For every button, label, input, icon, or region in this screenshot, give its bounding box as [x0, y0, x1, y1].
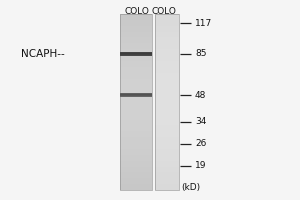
- Bar: [154, 172, 178, 178]
- Bar: [120, 131, 152, 137]
- Bar: [120, 143, 152, 149]
- Bar: [120, 102, 152, 108]
- Bar: [120, 55, 152, 61]
- Text: 117: 117: [195, 19, 212, 27]
- Bar: [154, 37, 178, 43]
- Text: 19: 19: [195, 162, 206, 170]
- Bar: [120, 84, 152, 90]
- Bar: [154, 49, 178, 55]
- Bar: [154, 67, 178, 73]
- Bar: [154, 61, 178, 67]
- Bar: [154, 14, 178, 190]
- Bar: [120, 49, 152, 55]
- Text: 34: 34: [195, 117, 206, 127]
- Bar: [154, 32, 178, 37]
- Bar: [120, 96, 152, 97]
- Bar: [120, 172, 152, 178]
- Bar: [120, 96, 152, 102]
- Bar: [154, 84, 178, 90]
- Bar: [120, 161, 152, 167]
- Bar: [120, 52, 152, 53]
- Bar: [120, 167, 152, 172]
- Bar: [154, 125, 178, 131]
- Bar: [120, 14, 152, 190]
- Bar: [154, 120, 178, 125]
- Bar: [120, 73, 152, 79]
- Bar: [120, 14, 152, 20]
- Bar: [154, 26, 178, 32]
- Bar: [154, 79, 178, 84]
- Bar: [154, 131, 178, 137]
- Text: 48: 48: [195, 90, 206, 99]
- Bar: [120, 95, 152, 96]
- Bar: [120, 178, 152, 184]
- Bar: [120, 67, 152, 73]
- Bar: [120, 94, 152, 95]
- Text: 26: 26: [195, 140, 206, 148]
- Bar: [120, 61, 152, 67]
- Bar: [154, 108, 178, 114]
- Bar: [154, 20, 178, 26]
- Bar: [154, 102, 178, 108]
- Bar: [154, 137, 178, 143]
- Bar: [154, 167, 178, 172]
- Bar: [120, 37, 152, 43]
- Bar: [120, 149, 152, 155]
- Bar: [120, 55, 152, 56]
- Bar: [154, 90, 178, 96]
- Bar: [120, 137, 152, 143]
- Bar: [154, 96, 178, 102]
- Bar: [154, 55, 178, 61]
- Text: NCAPH--: NCAPH--: [21, 49, 65, 59]
- Bar: [120, 155, 152, 161]
- Bar: [120, 79, 152, 84]
- Bar: [154, 73, 178, 79]
- Bar: [120, 90, 152, 96]
- Bar: [120, 184, 152, 190]
- Bar: [120, 20, 152, 26]
- Text: COLO: COLO: [124, 7, 149, 16]
- Bar: [154, 178, 178, 184]
- Bar: [120, 43, 152, 49]
- Bar: [120, 32, 152, 37]
- Text: 85: 85: [195, 49, 206, 58]
- Bar: [154, 114, 178, 120]
- Bar: [154, 161, 178, 167]
- Bar: [120, 26, 152, 32]
- Bar: [120, 125, 152, 131]
- Bar: [154, 184, 178, 190]
- Bar: [154, 14, 178, 20]
- Bar: [154, 155, 178, 161]
- Bar: [120, 54, 152, 55]
- Bar: [120, 114, 152, 120]
- Bar: [154, 143, 178, 149]
- Bar: [120, 108, 152, 114]
- Bar: [120, 93, 152, 94]
- Bar: [120, 120, 152, 125]
- Bar: [120, 53, 152, 54]
- Bar: [154, 149, 178, 155]
- Text: COLO: COLO: [151, 7, 176, 16]
- Text: (kD): (kD): [182, 183, 201, 192]
- Bar: [154, 43, 178, 49]
